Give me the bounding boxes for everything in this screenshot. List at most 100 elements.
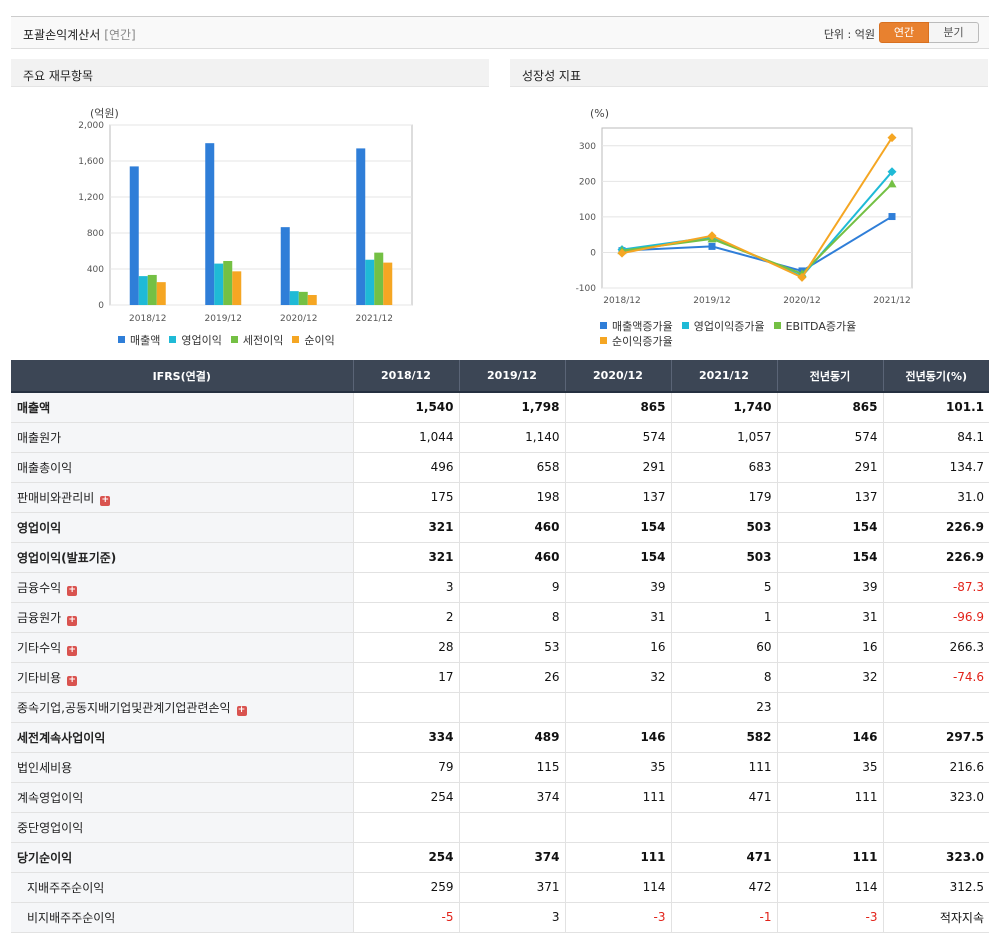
value-cell: [565, 691, 672, 723]
bar-legend-item[interactable]: 순이익: [292, 332, 335, 347]
quarter-toggle-button[interactable]: 분기: [929, 22, 979, 43]
expand-icon[interactable]: +: [67, 614, 78, 626]
table-row: 기타수익 +28 53 16 60 16 266.3: [11, 632, 989, 663]
value-cell: 297.5: [883, 721, 989, 753]
bar-세전이익: [147, 274, 157, 305]
value-cell: -74.6: [883, 662, 989, 693]
line-ytick-label: -100: [576, 284, 597, 294]
column-header: 2020/12: [565, 360, 672, 393]
bar-순이익: [383, 262, 393, 305]
value-cell: 154: [565, 542, 672, 573]
table-row: 영업이익(발표기준) 321 460 154 503 154 226.9: [11, 542, 989, 573]
value-cell: 16: [777, 632, 884, 663]
bar-legend-swatch: [292, 336, 300, 343]
value-cell: 471: [671, 782, 778, 813]
value-cell: 472: [671, 872, 778, 903]
value-cell: [883, 812, 989, 843]
row-label: 기타비용: [17, 670, 62, 685]
value-cell: 8: [459, 602, 566, 633]
value-cell: -3: [565, 902, 672, 933]
row-label-cell: 지배주주순이익: [11, 872, 354, 903]
bar-legend-swatch: [230, 336, 238, 343]
value-cell: 31: [777, 602, 884, 633]
value-cell: 291: [565, 452, 672, 483]
annual-toggle-button[interactable]: 연간: [879, 22, 929, 43]
value-cell: 496: [353, 452, 460, 483]
row-label-cell: 계속영업이익: [11, 782, 354, 813]
line-xtick-label: 2021/12: [873, 296, 910, 306]
expand-icon[interactable]: +: [236, 704, 247, 716]
bar-순이익: [307, 295, 317, 305]
value-cell: 460: [459, 511, 566, 543]
line-point: [887, 179, 897, 188]
bar-legend-item[interactable]: 세전이익: [230, 332, 283, 347]
value-cell: 1,057: [671, 422, 778, 453]
value-cell: 134.7: [883, 452, 989, 483]
expand-icon[interactable]: +: [67, 644, 78, 656]
line-xtick-label: 2020/12: [783, 296, 820, 306]
expand-icon[interactable]: +: [67, 584, 78, 596]
value-cell: 374: [459, 782, 566, 813]
value-cell: 115: [459, 752, 566, 783]
bar-매출액: [280, 227, 290, 305]
value-cell: 1,740: [671, 392, 778, 423]
row-label-cell: 법인세비용: [11, 752, 354, 783]
bar-legend-item[interactable]: 매출액: [118, 332, 160, 347]
value-cell: 266.3: [883, 632, 989, 663]
value-cell: 39: [565, 571, 672, 603]
period-label: [연간]: [104, 28, 136, 42]
line-series-매출액증가율: [621, 215, 893, 273]
growth-line-chart: (%) 300 200 100 0 -100 2018/12 2019/12 2020/12 20…: [576, 107, 913, 306]
value-cell: 146: [565, 721, 672, 753]
value-cell: 1,140: [459, 422, 566, 453]
row-label-cell: 매출원가: [11, 422, 354, 453]
row-label: 영업이익: [17, 520, 62, 535]
table-row: 지배주주순이익 259 371 114 472 114 312.5: [11, 872, 989, 903]
row-label: 비지배주주순이익: [27, 910, 116, 925]
row-label-cell: 비지배주주순이익: [11, 902, 354, 933]
bar-legend-label: 순이익: [304, 333, 335, 347]
value-cell: -96.9: [883, 602, 989, 633]
value-cell: [459, 812, 566, 843]
column-header: 2019/12: [459, 360, 566, 393]
row-label-cell: 기타비용 +: [11, 662, 354, 693]
table-row: 법인세비용 79 115 35 111 35 216.6: [11, 752, 989, 783]
bar-legend-swatch: [169, 336, 177, 343]
table-row: 금융수익 +3 9 39 5 39 -87.3: [11, 571, 989, 603]
expand-icon[interactable]: +: [100, 494, 111, 506]
row-label-cell: 매출액: [11, 392, 354, 423]
expand-icon[interactable]: +: [67, 674, 78, 686]
value-cell: 334: [353, 721, 460, 753]
row-label-cell: 종속기업,공동지배기업및관계기업관련손익 +: [11, 691, 354, 723]
value-cell: 39: [777, 571, 884, 603]
value-cell: 101.1: [883, 392, 989, 423]
value-cell: [459, 691, 566, 723]
value-cell: 198: [459, 482, 566, 513]
line-plot-area: [601, 127, 913, 289]
column-header: IFRS(연결): [11, 360, 354, 393]
value-cell: 3: [353, 571, 460, 603]
line-ytick-label: 300: [579, 142, 596, 152]
bar-legend-item[interactable]: 영업이익: [169, 332, 222, 347]
line-point: [887, 133, 897, 143]
column-header: 전년동기: [777, 360, 884, 393]
value-cell: 60: [671, 632, 778, 663]
line-ytick-label: 0: [590, 248, 596, 258]
line-legend-label: 순이익증가율: [612, 334, 673, 348]
value-cell: 111: [777, 782, 884, 813]
line-legend-item[interactable]: 매출액증가율: [600, 318, 673, 333]
line-legend-label: EBITDA증가율: [785, 319, 857, 333]
line-legend-item[interactable]: EBITDA증가율: [773, 318, 857, 333]
value-cell: 471: [671, 842, 778, 873]
row-label: 금융원가: [17, 610, 62, 625]
row-label-cell: 기타수익 +: [11, 632, 354, 663]
value-cell: 32: [777, 662, 884, 693]
line-legend-item[interactable]: 영업이익증가율: [681, 318, 765, 333]
bar-ytick-label: 1,600: [78, 157, 104, 167]
table-row: 매출총이익 496 658 291 683 291 134.7: [11, 452, 989, 483]
bar-ytick-label: 2,000: [78, 121, 104, 131]
line-legend-item[interactable]: 순이익증가율: [600, 333, 673, 348]
table-row: 중단영업이익: [11, 812, 989, 843]
period-toggle: 연간 분기: [879, 22, 979, 43]
